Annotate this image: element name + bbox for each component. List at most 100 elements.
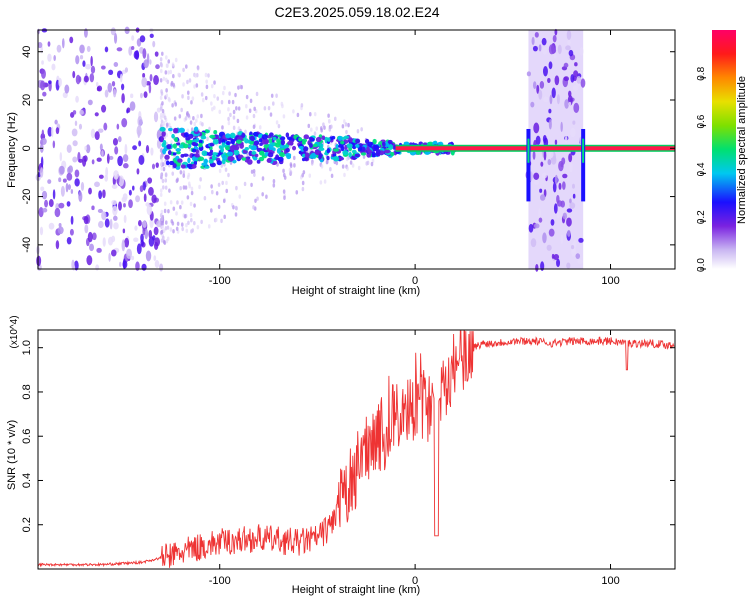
- noise-blob: [133, 237, 139, 243]
- noise-blob: [95, 81, 99, 87]
- scatter-blob: [271, 101, 275, 106]
- noise-blob: [138, 220, 142, 227]
- signal-blob: [308, 136, 314, 141]
- scatter-blob: [330, 173, 334, 179]
- scatter-blob: [159, 192, 163, 198]
- signal-blob: [264, 138, 269, 145]
- scatter-blob: [252, 169, 256, 174]
- noise-blob: [110, 27, 116, 36]
- scatter-blob: [248, 108, 252, 113]
- scatter-blob: [189, 201, 193, 207]
- y-tick-label: 0.2: [21, 517, 33, 532]
- scatter-blob: [160, 158, 164, 163]
- scatter-blob: [169, 227, 173, 232]
- noise-blob: [107, 82, 113, 93]
- scatter-blob: [161, 178, 165, 184]
- signal-blob: [285, 132, 290, 138]
- noise-blob: [94, 112, 99, 117]
- noise-blob: [83, 75, 89, 83]
- noise-blob: [90, 55, 93, 67]
- signal-blob: [318, 153, 323, 158]
- signal-blob: [162, 148, 167, 155]
- edge-streak: [581, 128, 586, 202]
- signal-blob: [342, 136, 347, 140]
- snr-series: [37, 330, 675, 568]
- noise-blob: [532, 81, 537, 90]
- noise-blob: [87, 99, 93, 106]
- signal-blob: [382, 141, 386, 147]
- noise-blob: [72, 70, 76, 79]
- noise-blob: [75, 55, 80, 65]
- noise-blob: [79, 55, 84, 60]
- noise-blob: [154, 51, 159, 57]
- scatter-blob: [177, 72, 181, 77]
- noise-blob: [122, 154, 129, 163]
- signal-blob: [349, 137, 353, 143]
- scatter-blob: [227, 107, 230, 112]
- noise-blob: [538, 44, 542, 52]
- scatter-blob: [329, 167, 332, 172]
- signal-blob: [303, 134, 310, 140]
- signal-blob: [229, 145, 235, 152]
- noise-blob: [124, 237, 130, 248]
- noise-blob: [121, 118, 128, 128]
- noise-blob: [68, 165, 74, 173]
- noise-blob: [566, 229, 571, 237]
- signal-blob: [173, 128, 179, 134]
- noise-blob: [539, 188, 543, 193]
- noise-blob: [573, 102, 580, 113]
- scatter-blob: [258, 125, 262, 130]
- scatter-blob: [360, 127, 363, 132]
- signal-blob: [332, 148, 340, 152]
- signal-blob: [172, 163, 177, 169]
- noise-blob: [83, 28, 88, 38]
- noise-blob: [39, 167, 44, 178]
- scatter-blob: [171, 103, 174, 108]
- scatter-blob: [159, 106, 163, 111]
- scatter-blob: [217, 204, 221, 210]
- scatter-blob: [231, 99, 235, 105]
- signal-blob: [160, 136, 164, 143]
- noise-blob: [577, 259, 583, 265]
- scatter-blob: [165, 88, 168, 93]
- signal-blob: [304, 152, 310, 158]
- scatter-blob: [189, 212, 193, 218]
- noise-blob: [113, 61, 119, 67]
- signal-blob: [259, 150, 265, 156]
- signal-blob: [195, 149, 199, 154]
- colorbar-tick-label: 0.6: [696, 114, 707, 128]
- signal-blob: [285, 147, 290, 153]
- colorbar-label: Normalized spectral amplitude: [736, 76, 748, 224]
- noise-blob: [91, 159, 95, 165]
- scatter-blob: [235, 185, 238, 191]
- signal-blob: [355, 138, 361, 144]
- scatter-blob: [161, 109, 165, 114]
- signal-blob: [177, 158, 183, 163]
- scatter-blob: [162, 76, 166, 81]
- noise-blob: [149, 217, 154, 229]
- noise-blob: [107, 236, 114, 246]
- colorbar-tick-label: 0.8: [696, 66, 707, 80]
- noise-blob: [552, 182, 557, 193]
- noise-blob: [121, 240, 126, 252]
- scatter-blob: [237, 85, 240, 90]
- scatter-blob: [159, 148, 163, 153]
- noise-blob: [108, 69, 114, 76]
- scatter-blob: [160, 230, 163, 235]
- noise-blob: [533, 122, 540, 134]
- noise-blob: [112, 205, 118, 216]
- signal-blob: [342, 150, 349, 156]
- noise-blob: [540, 161, 544, 167]
- signal-blob: [235, 139, 242, 144]
- noise-blob: [126, 248, 132, 260]
- noise-blob: [54, 119, 58, 125]
- scatter-blob: [182, 170, 186, 175]
- scatter-blob: [176, 200, 179, 205]
- noise-blob: [535, 264, 539, 272]
- noise-blob: [78, 158, 83, 163]
- noise-blob: [117, 155, 123, 167]
- scatter-blob: [165, 93, 169, 98]
- noise-blob: [562, 212, 568, 220]
- signal-blob: [204, 129, 210, 134]
- noise-blob: [101, 150, 104, 157]
